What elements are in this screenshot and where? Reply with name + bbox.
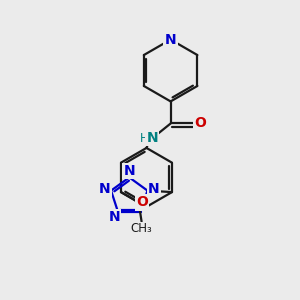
Text: O: O: [194, 116, 206, 130]
Text: N: N: [124, 164, 135, 178]
Text: H: H: [140, 132, 148, 145]
Text: N: N: [99, 182, 111, 196]
Text: N: N: [148, 182, 159, 196]
Text: N: N: [165, 33, 176, 46]
Text: N: N: [108, 210, 120, 224]
Text: O: O: [136, 195, 148, 209]
Text: CH₃: CH₃: [131, 222, 152, 236]
Text: N: N: [146, 131, 158, 145]
